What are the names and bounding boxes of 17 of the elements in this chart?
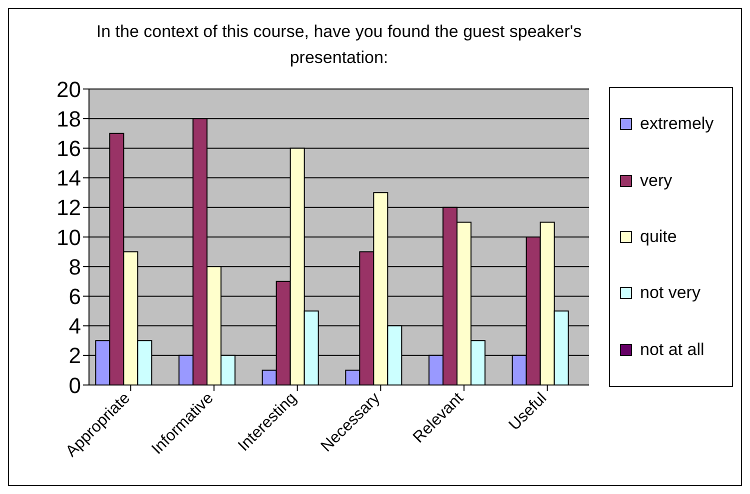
y-tick-label: 16 (56, 136, 81, 162)
y-tick-label: 18 (56, 106, 81, 132)
y-tick-label: 6 (68, 284, 81, 310)
y-tick-label: 20 (56, 76, 81, 102)
y-tick-label: 12 (56, 195, 81, 220)
y-tick-label: 2 (68, 343, 81, 368)
y-tick-label: 8 (68, 254, 81, 280)
legend-label: not very (640, 283, 700, 304)
y-tick-label: 10 (56, 224, 81, 250)
chart-title: In the context of this course, have you found the guest speaker's presentation: (95, 21, 583, 69)
y-tick-label: 4 (68, 314, 81, 339)
legend-label: not at all (640, 340, 704, 360)
legend-label: quite (640, 226, 677, 247)
y-tick-label: 14 (56, 166, 81, 191)
legend-label: extremely (640, 114, 714, 134)
legend-label: very (640, 170, 672, 191)
y-tick-label: 0 (68, 372, 81, 398)
